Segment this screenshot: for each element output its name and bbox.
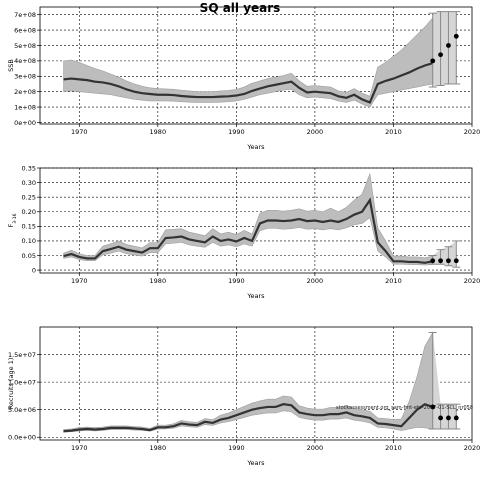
x-tick-label: 2010 [385,128,402,136]
y-tick-label: 5e+08 [14,42,36,50]
estimate-line [63,62,434,104]
x-tick-label: 2020 [464,277,480,285]
y-tick-label: 0.20 [22,208,36,216]
x-axis-label: Years [246,143,265,151]
forecast-band [432,332,457,429]
y-tick-label: 7e+08 [14,11,36,19]
forecast-point [453,33,459,39]
estimate-line [63,197,433,264]
y-tick-label: 0.30 [22,179,36,187]
panels: 1970 1980 1990 2000 2010 2020 0e+00 1e+08 2e+08 3… [7,6,480,467]
y-axis-label: SSB [7,59,15,72]
x-tick-label: 1990 [228,444,245,452]
forecast-point [438,415,443,421]
x-tick-label: 2010 [385,444,402,452]
plot-area [63,11,461,108]
plot-area [63,331,461,433]
y-tick-label: 4e+08 [14,57,36,65]
forecast-band [432,11,457,88]
y-axis-label-subscript: 3-16 [12,213,18,223]
x-tick-label: 2000 [307,128,324,136]
x-tick-label: 2000 [307,277,324,285]
x-axis-label: Years [246,292,265,300]
confidence-band [63,16,434,108]
x-tick-label: 1980 [150,444,167,452]
estimate-line [63,402,434,433]
y-tick-label: 1.5e+07 [8,351,36,359]
y-tick-label: 5.0e+06 [8,406,36,414]
forecast-point [446,415,451,421]
chart-panel-2: 1970 1980 1990 2000 2010 2020 0 0.05 0.10 0.15 0.2… [7,164,480,300]
y-tick-label: 1.0e+07 [8,378,36,386]
forecast-point [430,258,436,264]
forecast-point [446,43,451,48]
plot-area [63,172,461,268]
y-tick-label: 3e+08 [14,73,36,81]
y-tick-label: 0e+00 [14,119,36,127]
x-tick-label: 1980 [150,128,167,136]
x-tick-label: 2020 [464,444,480,452]
y-tick-label: 0.05 [22,252,36,260]
y-tick-label: 0 [32,266,36,274]
forecast-point [446,258,451,264]
chart-panel-1: 1970 1980 1990 2000 2010 2020 0e+00 1e+08 2e+08 3… [7,6,480,151]
watermark: stockassessment.org_sam-fmt-ehr-2017-01-… [336,405,473,411]
plot-frame [39,326,473,441]
figure-title: SQ all years [200,1,281,15]
x-tick-label: 2000 [307,444,324,452]
x-tick-label: 1970 [71,444,88,452]
forecast-point [438,52,443,58]
y-tick-label: 2e+08 [14,88,36,96]
forecast-point [430,404,436,410]
chart-panel-3: 1970 1980 1990 2000 2010 2020 0.0e+00 5.0e+06 1.… [7,326,480,467]
forecast-point [430,58,436,64]
x-tick-label: 1970 [71,277,88,285]
y-tick-label: 0.0e+00 [8,434,36,442]
forecast-band [432,240,457,268]
plot-frame [39,167,473,274]
y-tick-label: 0.10 [22,237,36,245]
forecast-point [453,258,459,264]
x-tick-label: 2020 [464,128,480,136]
y-axis-label: Recruits (age 1) [7,358,15,410]
y-tick-label: 1e+08 [14,103,36,111]
y-tick-label: 0.35 [22,164,36,172]
x-axis-label: Years [246,459,265,467]
y-axis-label: F3-16 [7,213,18,227]
y-tick-label: 0.15 [22,223,36,231]
forecast-point [453,415,459,421]
x-tick-label: 1990 [228,277,245,285]
forecast-point [438,258,443,264]
confidence-band [63,172,434,266]
x-tick-label: 1970 [71,128,88,136]
x-tick-label: 1980 [150,277,167,285]
plot-frame [39,6,473,125]
x-tick-label: 2010 [385,277,402,285]
y-tick-label: 6e+08 [14,26,36,34]
x-tick-label: 1990 [228,128,245,136]
y-tick-label: 0.25 [22,193,36,201]
